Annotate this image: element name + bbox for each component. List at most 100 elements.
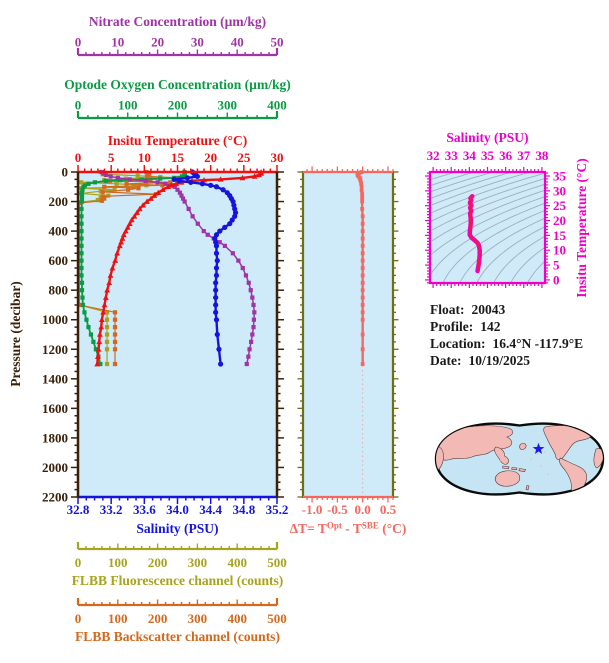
ts-curve (467, 193, 482, 274)
svg-text:0: 0 (75, 611, 82, 626)
svg-text:25: 25 (237, 150, 251, 165)
svg-text:30: 30 (271, 150, 284, 165)
svg-text:-1.0: -1.0 (302, 502, 323, 517)
svg-text:35.2: 35.2 (266, 502, 289, 517)
svg-text:33.2: 33.2 (100, 502, 123, 517)
svg-text:30: 30 (553, 183, 566, 198)
svg-text:25: 25 (553, 198, 567, 213)
svg-text:0: 0 (75, 98, 82, 113)
svg-text:10: 10 (111, 35, 124, 50)
svg-text:1600: 1600 (42, 401, 68, 416)
svg-text:0.0: 0.0 (355, 502, 371, 517)
profile-plot: 0200400600800100012001400160018002000220… (8, 14, 291, 644)
float-info: Float: 20043 Profile: 142 Location: 16.4°N … (430, 301, 583, 369)
date-line: Date: 10/19/2025 (430, 352, 583, 369)
svg-text:100: 100 (108, 611, 128, 626)
fluorescence-axis-title: FLBB Fluorescence channel (counts) (72, 573, 284, 588)
svg-text:300: 300 (188, 611, 208, 626)
oxygen-axis-title: Optode Oxygen Concentration (µm/kg) (64, 77, 290, 92)
svg-text:34.4: 34.4 (199, 502, 222, 517)
float-value: 20043 (471, 302, 506, 317)
delta-t-axis-title: ΔT= TOpt - TSBE (°C) (290, 521, 407, 537)
svg-text:34.8: 34.8 (232, 502, 255, 517)
svg-text:500: 500 (267, 611, 287, 626)
float-location-star (532, 442, 545, 454)
nitrate-axis: 0 10 20 30 40 50 Nitrate Concentration (µm/kg) (75, 14, 284, 57)
svg-text:35: 35 (481, 148, 495, 163)
float-id-line: Float: 20043 (430, 301, 583, 318)
svg-text:37: 37 (517, 148, 531, 163)
svg-text:200: 200 (148, 555, 168, 570)
svg-text:400: 400 (267, 98, 287, 113)
svg-text:50: 50 (271, 35, 284, 50)
svg-text:0: 0 (75, 35, 82, 50)
svg-text:10: 10 (553, 243, 566, 258)
svg-text:20: 20 (151, 35, 164, 50)
svg-text:38: 38 (535, 148, 549, 163)
date-value: 10/19/2025 (468, 353, 530, 368)
svg-text:400: 400 (227, 555, 247, 570)
float-label: Float: (430, 302, 465, 317)
world-map (434, 422, 605, 496)
svg-text:300: 300 (188, 555, 208, 570)
svg-text:33: 33 (445, 148, 459, 163)
location-label: Location: (430, 336, 486, 351)
svg-text:5: 5 (108, 150, 115, 165)
svg-text:200: 200 (49, 194, 69, 209)
svg-text:2200: 2200 (42, 490, 68, 505)
svg-text:40: 40 (231, 35, 244, 50)
salinity-profile-series (171, 169, 239, 367)
svg-text:1200: 1200 (42, 342, 68, 357)
location-line: Location: 16.4°N -117.9°E (430, 335, 583, 352)
svg-text:34.0: 34.0 (166, 502, 189, 517)
svg-text:34: 34 (463, 148, 477, 163)
profile-line: Profile: 142 (430, 318, 583, 335)
pressure-axis-title: Pressure (decibar) (8, 281, 23, 387)
svg-text:32: 32 (427, 148, 440, 163)
backscatter-axis-title: FLBB Backscatter channel (counts) (75, 629, 280, 644)
svg-text:0: 0 (62, 165, 69, 180)
temperature-axis-title: Insitu Temperature (°C) (108, 133, 247, 148)
delta-t-series (355, 170, 365, 366)
svg-text:0: 0 (553, 272, 560, 287)
svg-text:100: 100 (108, 555, 128, 570)
svg-text:400: 400 (227, 611, 247, 626)
svg-text:0: 0 (75, 150, 82, 165)
svg-text:10: 10 (138, 150, 151, 165)
density-contours (430, 172, 545, 283)
svg-text:0.5: 0.5 (380, 502, 397, 517)
svg-text:20: 20 (553, 213, 566, 228)
svg-text:36: 36 (499, 148, 513, 163)
ts-salinity-title: Salinity (PSU) (446, 130, 528, 145)
ts-temperature-title: Insitu Temperature (°C) (574, 158, 589, 297)
svg-text:-0.5: -0.5 (327, 502, 348, 517)
continents (436, 424, 603, 494)
nitrate-axis-title: Nitrate Concentration (µm/kg) (89, 14, 266, 29)
backscatter-axis: 0 100 200 300 400 500 FLBB Backscatter channel… (75, 598, 287, 644)
svg-text:300: 300 (218, 98, 238, 113)
nitrate-profile-series (99, 169, 257, 367)
svg-text:33.6: 33.6 (133, 502, 156, 517)
salinity-axis-title: Salinity (PSU) (136, 521, 218, 536)
delta-t-plot: -1.0 -0.5 0.0 0.5 ΔT= TOpt - TSBE (°C) (290, 166, 407, 537)
svg-text:500: 500 (267, 555, 287, 570)
fluorescence-axis: 0 100 200 300 400 500 FLBB Fluorescence channe… (72, 542, 287, 588)
oxygen-axis: 0 100 200 300 400 Optode Oxygen Concentration… (64, 77, 291, 120)
svg-text:1800: 1800 (42, 430, 68, 445)
svg-text:35: 35 (553, 169, 567, 184)
svg-text:0: 0 (75, 555, 82, 570)
svg-text:400: 400 (49, 224, 69, 239)
svg-text:200: 200 (168, 98, 188, 113)
svg-text:600: 600 (49, 253, 69, 268)
svg-text:100: 100 (118, 98, 138, 113)
svg-text:1000: 1000 (42, 312, 68, 327)
profile-value: 142 (480, 319, 501, 334)
svg-text:15: 15 (171, 150, 185, 165)
svg-text:30: 30 (191, 35, 204, 50)
svg-text:15: 15 (553, 228, 567, 243)
svg-text:20: 20 (204, 150, 217, 165)
svg-text:200: 200 (148, 611, 168, 626)
